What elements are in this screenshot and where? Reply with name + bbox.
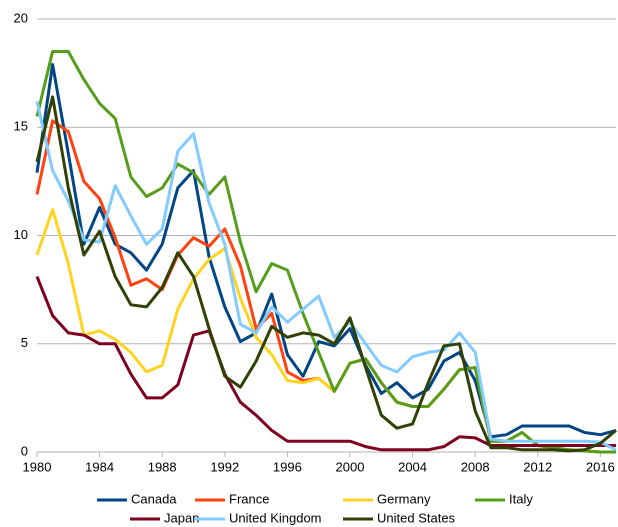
series-line	[35, 100, 617, 452]
x-tick-label: 2008	[461, 459, 490, 474]
y-tick-label: 20	[14, 10, 28, 25]
x-tick-label: 2016	[586, 459, 615, 474]
series-line	[35, 50, 616, 454]
x-tick-label: 2012	[523, 459, 552, 474]
legend-label: United States	[377, 510, 456, 525]
series-line	[35, 208, 616, 454]
y-tick-label: 0	[21, 443, 28, 458]
legend-label: Japan	[164, 510, 199, 525]
y-tick-label: 10	[14, 227, 28, 242]
series-line	[35, 119, 616, 454]
y-tick-label: 5	[21, 335, 28, 350]
x-tick-label: 1992	[210, 459, 239, 474]
series-line	[35, 276, 616, 452]
legend-label: Italy	[509, 491, 533, 506]
y-tick-label: 15	[14, 119, 28, 134]
legend-label: Germany	[377, 491, 431, 506]
legend-label: Canada	[131, 491, 177, 506]
series-line	[35, 63, 617, 439]
legend-label: France	[229, 491, 269, 506]
x-tick-label: 1984	[85, 459, 114, 474]
x-tick-label: 1996	[273, 459, 302, 474]
x-tick-label: 1980	[23, 459, 52, 474]
x-tick-label: 1988	[148, 459, 177, 474]
series-line	[35, 95, 617, 453]
x-tick-label: 2004	[398, 459, 427, 474]
x-tick-label: 2000	[336, 459, 365, 474]
legend-label: United Kingdom	[229, 510, 322, 525]
